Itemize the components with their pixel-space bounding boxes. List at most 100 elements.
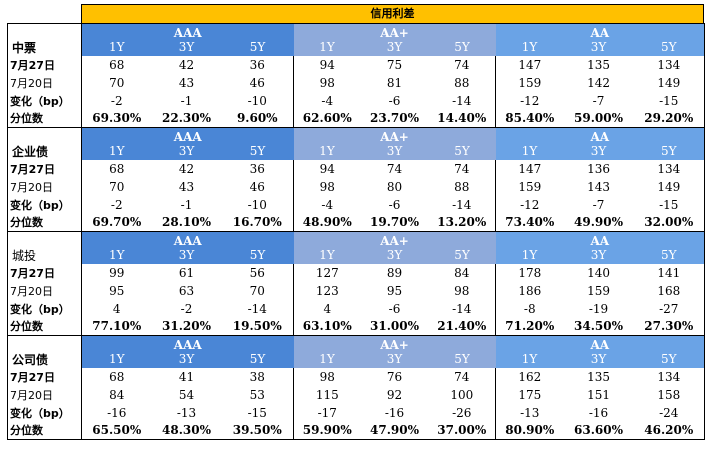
table-cell: 19.50% <box>221 317 295 336</box>
table-row: 分位数 69.70% 28.10% 16.70% 48.90% 19.70% 13.20% 7… <box>7 213 706 232</box>
group-header-aa: AA <box>495 23 706 40</box>
tenor-header: 3Y <box>151 143 222 160</box>
tenor-header: 3Y <box>563 39 634 56</box>
table-cell: 36 <box>221 55 295 74</box>
tenor-header: 3Y <box>563 143 634 160</box>
table-cell: 23.70% <box>360 109 429 128</box>
table-cell: 73.40% <box>495 213 564 232</box>
tenor-header: 1Y <box>81 351 152 368</box>
table-cell: 69.30% <box>81 109 152 128</box>
table-cell: 142 <box>587 75 610 90</box>
group-header-aaplus: AA+ <box>293 335 496 352</box>
table-row: 分位数 69.30% 22.30% 9.60% 62.60% 23.70% 14.40% 85… <box>7 109 706 128</box>
table-cell: 80 <box>386 179 403 194</box>
table-cell: 38 <box>221 367 295 386</box>
table-cell: 14.40% <box>428 109 497 128</box>
tenor-header: 1Y <box>495 39 564 56</box>
table-cell: 94 <box>319 161 335 176</box>
table-cell: 22.30% <box>151 109 222 128</box>
table-cell: 159 <box>518 179 542 194</box>
tenor-header-row: 1Y 3Y 5Y 1Y 3Y 5Y 1Y 3Y 5Y <box>8 39 706 56</box>
section-name: 城投 <box>7 231 82 264</box>
credit-spread-table: 中票 AAA AA+ AA 1Y 3Y 5Y 1Y 3Y 5Y 1Y 3Y 5Y 7月27日 68 42 36 9… <box>7 23 706 440</box>
table-cell: 134 <box>633 367 706 386</box>
table-cell: 88 <box>428 177 497 196</box>
group-header-aaa: AAA <box>81 23 294 40</box>
table-cell: 98 <box>319 369 335 384</box>
table-cell: 74 <box>386 161 403 176</box>
table-cell: 77.10% <box>81 317 152 336</box>
table-cell: 37.00% <box>428 421 497 440</box>
group-header-row: 企业债 AAA AA+ AA <box>7 127 706 160</box>
tenor-header: 3Y <box>360 247 429 264</box>
group-header-aaa: AAA <box>81 335 294 352</box>
row-label: 7月20日 <box>7 281 82 300</box>
table-cell: 43 <box>178 179 195 194</box>
credit-spread-sheet: 信用利差 中票 AAA AA+ AA 1Y 3Y 5Y 1Y 3Y 5Y 1Y 3Y 5Y 7月27日 68… <box>7 4 706 440</box>
table-cell: -17 <box>317 405 337 420</box>
tenor-header: 1Y <box>495 247 564 264</box>
tenor-header: 1Y <box>293 351 361 368</box>
table-cell: 89 <box>386 265 403 280</box>
table-cell: 16.70% <box>221 213 295 232</box>
table-cell: 178 <box>518 265 542 280</box>
table-cell: 127 <box>315 265 339 280</box>
table-cell: -12 <box>520 93 540 108</box>
table-cell: -4 <box>321 93 334 108</box>
table-cell: 68 <box>109 57 125 72</box>
tenor-header: 3Y <box>563 351 634 368</box>
table-cell: 134 <box>633 55 706 74</box>
table-cell: -2 <box>110 93 123 108</box>
table-cell: 141 <box>633 263 706 282</box>
row-label: 7月20日 <box>7 385 82 404</box>
table-cell: -16 <box>384 405 405 420</box>
table-cell: 76 <box>386 369 403 384</box>
group-header-aa: AA <box>495 231 706 248</box>
table-cell: 49.90% <box>563 213 634 232</box>
table-cell: 74 <box>428 159 497 178</box>
table-cell: -16 <box>588 405 609 420</box>
tenor-header: 5Y <box>428 39 496 56</box>
table-row: 7月20日 70 43 46 98 81 88 159 142 149 <box>7 73 706 92</box>
tenor-header: 1Y <box>293 143 361 160</box>
group-header-row: 城投 AAA AA+ AA <box>7 231 706 264</box>
table-cell: 69.70% <box>81 213 152 232</box>
table-cell: 62.60% <box>293 109 361 128</box>
table-cell: 80.90% <box>495 421 564 440</box>
table-cell: 32.00% <box>633 213 706 232</box>
table-cell: 56 <box>221 263 295 282</box>
table-cell: 19.70% <box>360 213 429 232</box>
table-cell: 175 <box>518 387 542 402</box>
table-cell: -6 <box>388 301 401 316</box>
row-label: 变化（bp） <box>7 403 82 422</box>
group-header-row: 公司债 AAA AA+ AA <box>7 335 706 368</box>
tenor-header: 1Y <box>81 247 152 264</box>
row-label: 7月20日 <box>7 73 82 92</box>
tenor-header: 5Y <box>428 143 496 160</box>
row-label: 变化（bp） <box>7 91 82 110</box>
table-cell: 70 <box>221 281 295 300</box>
table-cell: 135 <box>587 57 610 72</box>
table-cell: 98 <box>428 281 497 300</box>
table-cell: 63.60% <box>563 421 634 440</box>
table-cell: 81 <box>386 75 403 90</box>
group-header-row: 中票 AAA AA+ AA <box>7 23 706 56</box>
table-row: 7月20日 95 63 70 123 95 98 186 159 168 <box>7 281 706 300</box>
table-cell: 59.00% <box>563 109 634 128</box>
table-cell: -7 <box>592 93 605 108</box>
table-cell: -6 <box>388 197 401 212</box>
table-row: 变化（bp） 4 -2 -14 4 -6 -14 -8 -19 -27 <box>7 299 706 318</box>
table-row: 变化（bp） -2 -1 -10 -4 -6 -14 -12 -7 -15 <box>7 195 706 214</box>
row-label: 7月27日 <box>7 367 82 386</box>
tenor-header: 3Y <box>151 247 222 264</box>
tenor-header: 1Y <box>81 143 152 160</box>
table-cell: 47.90% <box>360 421 429 440</box>
tenor-header: 1Y <box>495 143 564 160</box>
table-cell: -10 <box>221 195 295 214</box>
row-label: 变化（bp） <box>7 195 82 214</box>
tenor-header: 1Y <box>495 351 564 368</box>
table-cell: -10 <box>221 91 295 110</box>
table-cell: 71.20% <box>495 317 564 336</box>
table-cell: 100 <box>428 385 497 404</box>
table-cell: -14 <box>428 299 497 318</box>
